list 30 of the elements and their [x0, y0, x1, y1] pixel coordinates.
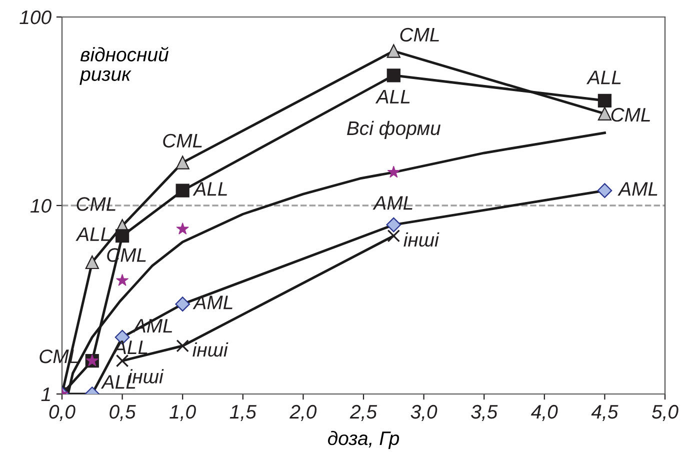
- annotation: CML: [163, 134, 202, 148]
- annotation: ALL: [375, 90, 410, 104]
- annotation: AML: [372, 196, 412, 210]
- annotation: інші: [404, 232, 440, 247]
- annotation: ALL: [192, 182, 227, 196]
- x-tick-label: 4,0: [531, 404, 558, 421]
- x-tick-label: 1,0: [170, 404, 196, 421]
- annotation: інші: [192, 342, 228, 357]
- y-tick-label: 100: [20, 10, 52, 24]
- x-tick-label: 0,0: [49, 404, 76, 421]
- x-tick-label: 3,0: [410, 404, 438, 421]
- x-tick-label: 0,5: [110, 404, 136, 421]
- annotation: CML: [611, 108, 650, 122]
- annotation: CML: [76, 197, 116, 211]
- y-axis-title: відносний ризик: [80, 46, 168, 85]
- x-tick-label: 3,5: [471, 404, 498, 421]
- annotation: Всі форми: [347, 120, 440, 139]
- x-tick-label: 5,0: [652, 404, 678, 421]
- x-tick-label: 2,0: [290, 404, 317, 421]
- annotation: AML: [192, 296, 232, 310]
- annotation: ALL: [586, 70, 621, 84]
- y-tick-label: 10: [30, 198, 52, 213]
- y-tick-label: 1: [41, 388, 50, 402]
- annotation: ALL: [76, 228, 110, 241]
- annotation: CML: [400, 28, 439, 42]
- x-tick-label: 4,5: [591, 405, 618, 421]
- x-axis-title: доза, Гр: [328, 430, 400, 450]
- annotation: AML: [618, 182, 658, 196]
- x-tick-label: 1,5: [230, 405, 256, 421]
- x-tick-label: 2,5: [350, 404, 378, 421]
